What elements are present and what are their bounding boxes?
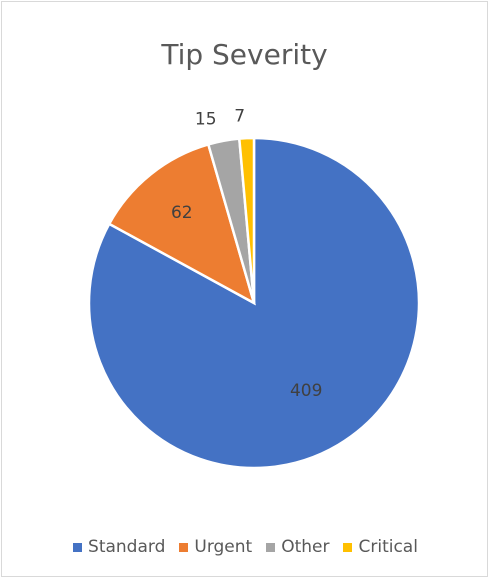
- legend-item-standard: Standard: [73, 537, 165, 557]
- data-label-other: 15: [195, 110, 217, 130]
- chart-title: Tip Severity: [161, 38, 328, 71]
- pie-slice-urgent: [107, 142, 257, 306]
- data-label-urgent: 62: [171, 203, 193, 223]
- legend-label: Critical: [358, 537, 418, 557]
- pie-slice-critical: [237, 136, 256, 304]
- legend-item-critical: Critical: [343, 537, 418, 557]
- data-labels: 409 62 15 7: [171, 107, 322, 401]
- legend-label: Other: [281, 537, 330, 557]
- legend-swatch: [179, 542, 189, 552]
- legend-swatch: [266, 542, 276, 552]
- legend-item-other: Other: [266, 537, 329, 557]
- data-label-critical: 7: [234, 107, 245, 127]
- data-label-standard: 409: [290, 381, 322, 401]
- legend-swatch: [343, 542, 353, 552]
- legend-label: Urgent: [194, 537, 253, 557]
- legend: Standard Urgent Other Critical: [0, 537, 491, 557]
- legend-swatch: [73, 542, 83, 552]
- legend-label: Standard: [88, 537, 166, 557]
- legend-item-urgent: Urgent: [179, 537, 252, 557]
- pie-slices: [87, 136, 421, 470]
